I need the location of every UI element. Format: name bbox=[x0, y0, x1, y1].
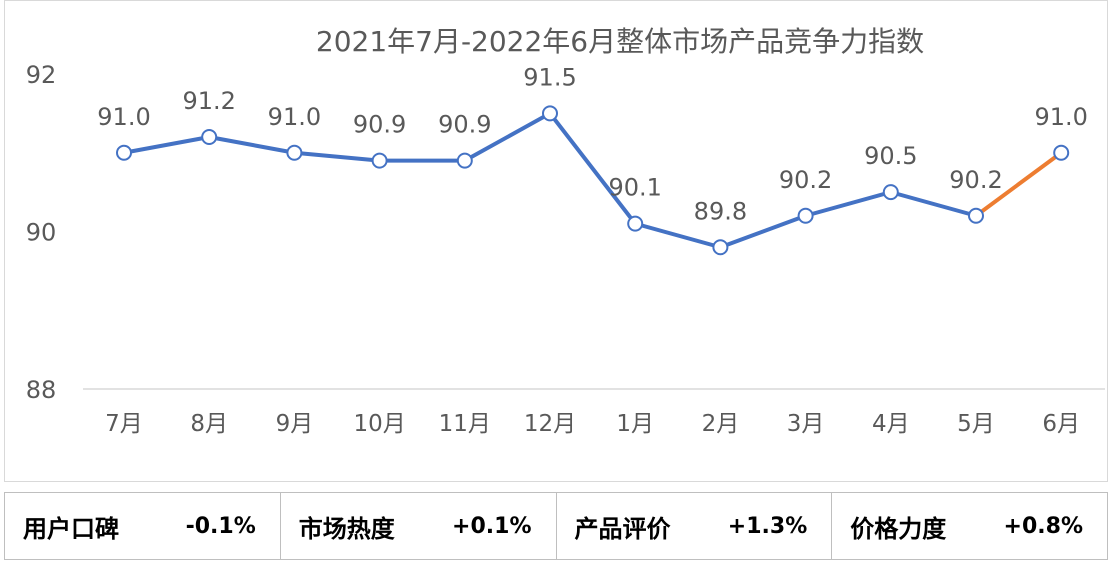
data-point bbox=[542, 105, 558, 122]
x-tick-label: 11月 bbox=[439, 411, 491, 437]
metric-value: +0.8% bbox=[1003, 513, 1083, 539]
data-point bbox=[371, 152, 388, 169]
data-point bbox=[968, 207, 984, 224]
x-tick-label: 7月 bbox=[105, 411, 143, 437]
series-lines bbox=[122, 111, 1064, 250]
data-label: 90.1 bbox=[608, 174, 661, 202]
axis-layer: 88 90 92 7月 8月 9月 10月 11月 12月 1月 2月 3月 4月 5月 6月 bbox=[26, 61, 1105, 437]
metric-label: 用户口碑 bbox=[23, 514, 119, 543]
data-label: 89.8 bbox=[694, 197, 747, 225]
metric-value: +1.3% bbox=[727, 513, 808, 539]
data-label: 90.9 bbox=[438, 111, 491, 139]
data-label: 90.2 bbox=[779, 166, 832, 194]
data-labels: 91.0 91.2 91.0 90.9 90.9 91.5 90.1 89.8 90.2 90.5… bbox=[97, 63, 1088, 225]
data-label: 91.2 bbox=[182, 87, 235, 115]
metric-label: 产品评价 bbox=[574, 514, 671, 543]
highlight-segment bbox=[974, 150, 1064, 218]
x-tick-label: 5月 bbox=[957, 411, 995, 437]
chart-frame: 2021年7月-2022年6月整体市场产品竞争力指数 88 90 92 7月 8月 9月 1… bbox=[4, 0, 1108, 482]
data-point bbox=[627, 215, 644, 232]
x-tick-label: 4月 bbox=[872, 411, 910, 437]
metric-product-rating: 产品评价 +1.3% bbox=[555, 492, 833, 560]
line-chart: 2021年7月-2022年6月整体市场产品竞争力指数 88 90 92 7月 8月 9月 1… bbox=[26, 25, 1105, 437]
x-tick-label: 12月 bbox=[524, 411, 576, 437]
data-label: 91.0 bbox=[268, 103, 321, 131]
metric-user-reputation: 用户口碑 -0.1% bbox=[4, 492, 281, 560]
x-tick-label: 3月 bbox=[787, 411, 825, 437]
metric-value: -0.1% bbox=[185, 513, 256, 539]
data-point bbox=[116, 144, 132, 161]
data-point bbox=[286, 144, 303, 161]
y-tick-label: 90 bbox=[26, 219, 57, 247]
x-tick-label: 1月 bbox=[616, 411, 654, 437]
x-tick-label: 6月 bbox=[1042, 411, 1080, 437]
x-tick-label: 2月 bbox=[702, 411, 740, 437]
data-label: 90.9 bbox=[353, 111, 406, 139]
metric-label: 价格力度 bbox=[850, 514, 947, 543]
y-tick-label: 88 bbox=[26, 376, 57, 404]
chart-title: 2021年7月-2022年6月整体市场产品竞争力指数 bbox=[316, 25, 924, 58]
metrics-bar: 用户口碑 -0.1% 市场热度 +0.1% 产品评价 +1.3% 价格力度 +0… bbox=[4, 492, 1108, 560]
data-point bbox=[456, 152, 473, 169]
data-point bbox=[201, 129, 218, 145]
data-label: 91.0 bbox=[1034, 103, 1087, 131]
data-point bbox=[797, 207, 814, 224]
x-tick-label: 9月 bbox=[276, 411, 314, 437]
data-points bbox=[116, 105, 1070, 256]
metric-value: +0.1% bbox=[452, 513, 532, 539]
metric-price-strength: 价格力度 +0.8% bbox=[831, 492, 1108, 560]
data-point bbox=[712, 239, 729, 256]
x-tick-label: 8月 bbox=[190, 411, 228, 437]
metric-market-heat: 市场热度 +0.1% bbox=[279, 492, 557, 560]
data-label: 91.5 bbox=[523, 63, 576, 91]
data-point bbox=[882, 184, 899, 201]
data-label: 90.5 bbox=[864, 142, 917, 170]
data-label: 91.0 bbox=[97, 103, 150, 131]
y-tick-label: 92 bbox=[26, 61, 57, 89]
drop-lines bbox=[123, 113, 1062, 387]
data-point bbox=[1053, 144, 1070, 161]
metric-label: 市场热度 bbox=[298, 514, 395, 543]
x-tick-label: 10月 bbox=[353, 411, 405, 437]
data-label: 90.2 bbox=[949, 166, 1002, 194]
